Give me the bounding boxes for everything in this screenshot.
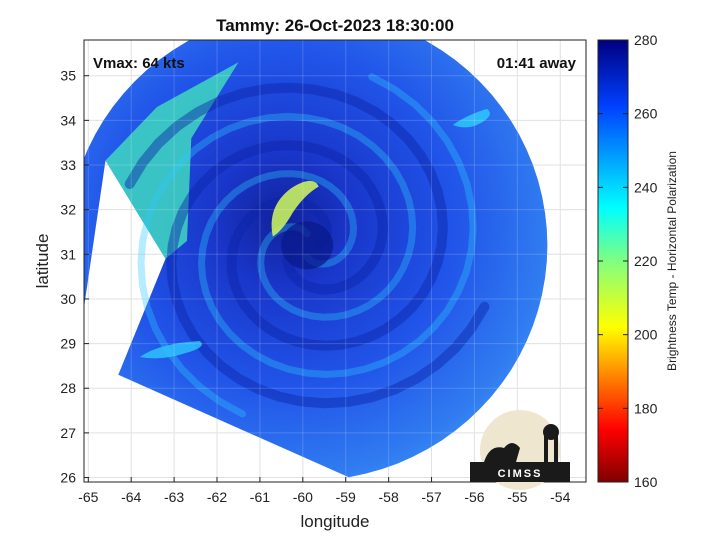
logo-band [470, 462, 570, 482]
storm-eye [281, 221, 334, 270]
spiral-bands [124, 73, 490, 418]
x-tick-label: -60 [293, 489, 313, 505]
x-tick-label: -58 [379, 489, 399, 505]
spiral-band [166, 140, 490, 409]
spiral-band [137, 112, 417, 418]
y-tick-label: 30 [60, 291, 76, 307]
x-tick-label: -63 [164, 489, 184, 505]
y-tick-label: 31 [60, 246, 76, 262]
y-tick-label: 32 [60, 202, 76, 218]
logo-dish-icon [484, 443, 520, 462]
colorbar-tick-label: 280 [634, 32, 658, 48]
colorbar-tick-label: 180 [634, 400, 658, 416]
x-tick-label: -57 [421, 489, 441, 505]
x-tick-label: -56 [464, 489, 484, 505]
colorbar-tick-label: 220 [634, 253, 658, 269]
x-tick-label: -62 [207, 489, 227, 505]
warm-band-west [139, 340, 202, 359]
colorbar-tick-label: 200 [634, 327, 658, 343]
brightness-swath [84, 40, 548, 478]
colorbar-label: Brightness Temp - Horizontal Polarizatio… [665, 151, 679, 371]
y-tick-label: 35 [60, 68, 76, 84]
warm-eyewall-feature [271, 180, 319, 237]
x-tick-label: -55 [507, 489, 527, 505]
y-tick-label: 33 [60, 157, 76, 173]
spiral-band [197, 73, 477, 378]
logo-text: CIMSS [498, 468, 543, 480]
x-axis-label: longitude [300, 512, 369, 531]
x-tick-label: -64 [121, 489, 141, 505]
grid-overlay [84, 40, 586, 482]
y-tick-label: 28 [60, 380, 76, 396]
logo-tower-icon [543, 424, 559, 440]
colorbar-tick-label: 260 [634, 106, 658, 122]
y-ticks: 26 27 28 29 30 31 32 33 34 35 [60, 68, 89, 486]
y-tick-label: 27 [60, 425, 76, 441]
x-tick-label: -54 [550, 489, 570, 505]
cold-corner-region [105, 62, 239, 259]
x-tick-label: -59 [336, 489, 356, 505]
y-tick-label: 34 [60, 112, 76, 128]
spiral-band [124, 82, 448, 351]
warm-band-feature [452, 108, 490, 128]
cimss-logo: CIMSS [470, 410, 570, 490]
x-tick-label: -65 [78, 489, 98, 505]
chart-title: Tammy: 26-Oct-2023 18:30:00 [216, 16, 454, 35]
plot-frame [83, 39, 587, 483]
y-tick-label: 26 [60, 470, 76, 486]
colorbar-tick-label: 240 [634, 179, 658, 195]
time-away-annotation: 01:41 away [497, 55, 577, 72]
x-tick-label: -61 [250, 489, 270, 505]
y-tick-label: 29 [60, 336, 76, 352]
y-axis-label: latitude [33, 234, 52, 289]
colorbar-ticks: 280 260 240 220 200 180 160 [598, 32, 658, 490]
colorbar-tick-label: 160 [634, 474, 658, 490]
x-ticks: -65 -64 -63 -62 -61 -60 -59 -58 -57 -56 -55 -54 [78, 477, 571, 505]
vmax-annotation: Vmax: 64 kts [93, 55, 185, 72]
